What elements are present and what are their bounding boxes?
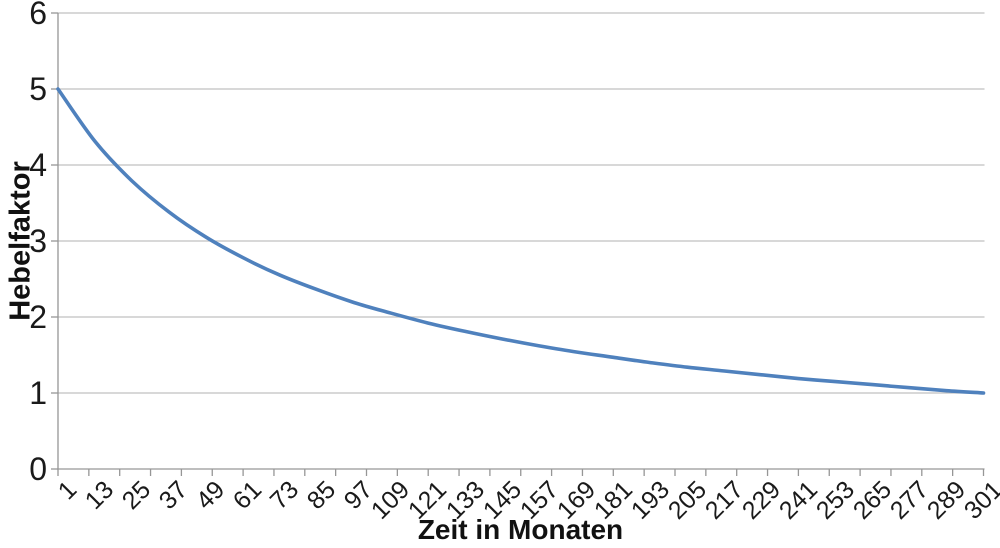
y-tick-label: 2 (29, 299, 47, 335)
y-tick-label: 1 (29, 375, 47, 411)
y-tick-label: 5 (29, 71, 47, 107)
y-axis-title: Hebelfaktor (4, 161, 37, 321)
x-axis-title: Zeit in Monaten (417, 514, 624, 545)
y-tick-label: 6 (29, 0, 47, 31)
y-tick-label: 3 (29, 223, 47, 259)
y-tick-label: 0 (29, 451, 47, 487)
series-line (56, 87, 986, 395)
y-tick-label: 4 (29, 147, 47, 183)
